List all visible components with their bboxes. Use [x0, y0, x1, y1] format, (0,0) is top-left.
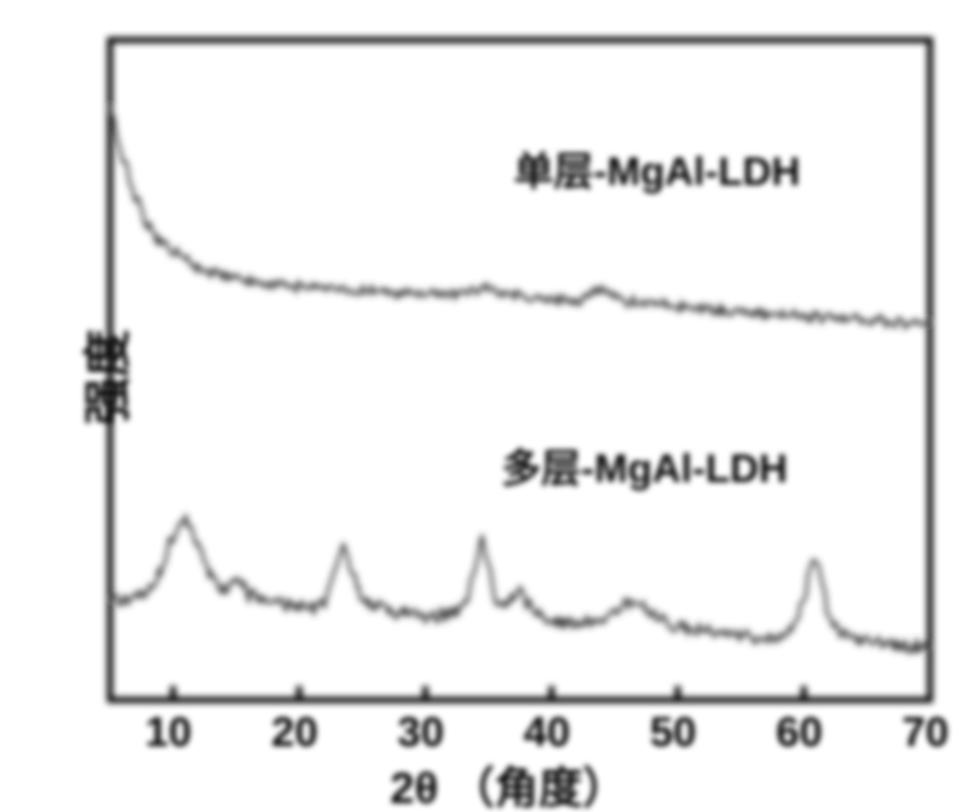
xrd-chart: 强度 2θ （角度） 10 20 30 40 50 60 70 单层-MgAl-LDH 多层-M…: [0, 0, 962, 812]
x-axis-title: 2θ （角度）: [390, 752, 626, 812]
x-tick-label: 10: [145, 708, 192, 756]
x-tick-label: 50: [650, 708, 697, 756]
series-label: 多层-MgAl-LDH: [501, 436, 788, 494]
x-tick-label: 60: [776, 708, 823, 756]
series-line: [110, 515, 930, 652]
x-tick-label: 70: [902, 708, 949, 756]
series-label: 单层-MgAl-LDH: [514, 139, 801, 197]
x-tick-label: 20: [271, 708, 318, 756]
chart-svg: [0, 0, 962, 812]
y-axis-title: 强度: [68, 329, 138, 425]
x-tick-label: 30: [397, 708, 444, 756]
x-tick-label: 40: [524, 708, 571, 756]
